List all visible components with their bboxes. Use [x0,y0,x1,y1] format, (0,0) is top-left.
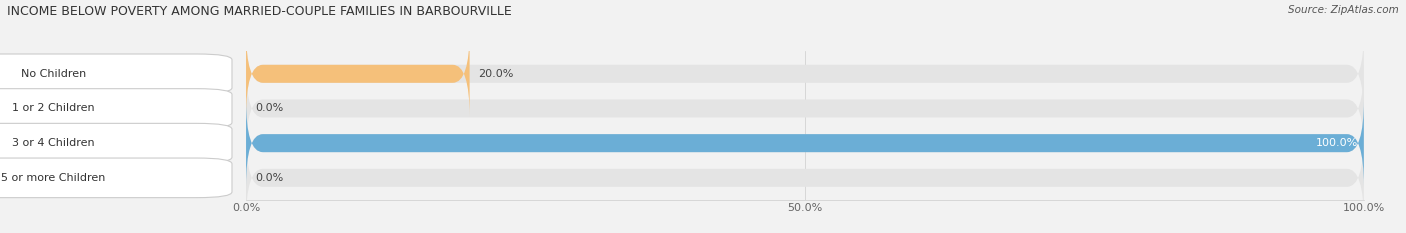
FancyBboxPatch shape [246,100,1364,186]
Text: 100.0%: 100.0% [1316,138,1358,148]
Text: Source: ZipAtlas.com: Source: ZipAtlas.com [1288,5,1399,15]
Text: 20.0%: 20.0% [478,69,515,79]
Text: INCOME BELOW POVERTY AMONG MARRIED-COUPLE FAMILIES IN BARBOURVILLE: INCOME BELOW POVERTY AMONG MARRIED-COUPL… [7,5,512,18]
FancyBboxPatch shape [246,31,470,117]
FancyBboxPatch shape [246,65,1364,151]
Text: 0.0%: 0.0% [254,103,283,113]
Text: 5 or more Children: 5 or more Children [1,173,105,183]
FancyBboxPatch shape [246,135,1364,221]
Text: 0.0%: 0.0% [254,173,283,183]
FancyBboxPatch shape [246,100,1364,186]
Text: 1 or 2 Children: 1 or 2 Children [13,103,94,113]
Text: 3 or 4 Children: 3 or 4 Children [13,138,94,148]
Text: No Children: No Children [21,69,86,79]
FancyBboxPatch shape [246,31,1364,117]
